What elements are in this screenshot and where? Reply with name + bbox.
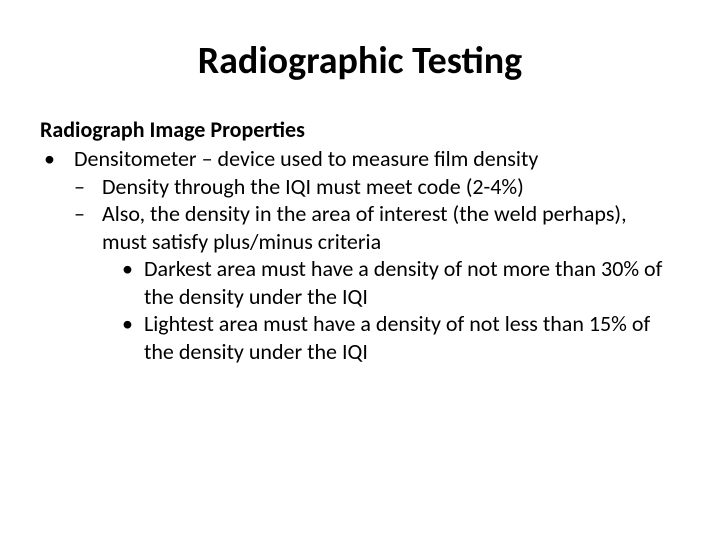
bullet-level-2: – Density through the IQI must meet code… (74, 173, 680, 201)
section-heading: Radiograph Image Properties (40, 116, 680, 143)
bullet-level-1: • Densitometer – device used to measure … (40, 145, 680, 173)
bullet-text: Lightest area must have a density of not… (144, 310, 680, 365)
bullet-marker: • (120, 310, 144, 365)
bullet-marker: • (40, 145, 74, 173)
bullet-text: Density through the IQI must meet code (… (102, 173, 534, 201)
bullet-level-3: • Lightest area must have a density of n… (120, 310, 680, 365)
bullet-text: Densitometer – device used to measure fi… (74, 145, 538, 173)
dash-marker: – (74, 173, 102, 201)
bullet-level-3: • Darkest area must have a density of no… (120, 255, 680, 310)
bullet-marker: • (120, 255, 144, 310)
bullet-text: Also, the density in the area of interes… (102, 200, 680, 255)
bullet-level-2: – Also, the density in the area of inter… (74, 200, 680, 255)
slide-title: Radiographic Testing (40, 38, 680, 84)
bullet-text: Darkest area must have a density of not … (144, 255, 680, 310)
dash-marker: – (74, 200, 102, 255)
